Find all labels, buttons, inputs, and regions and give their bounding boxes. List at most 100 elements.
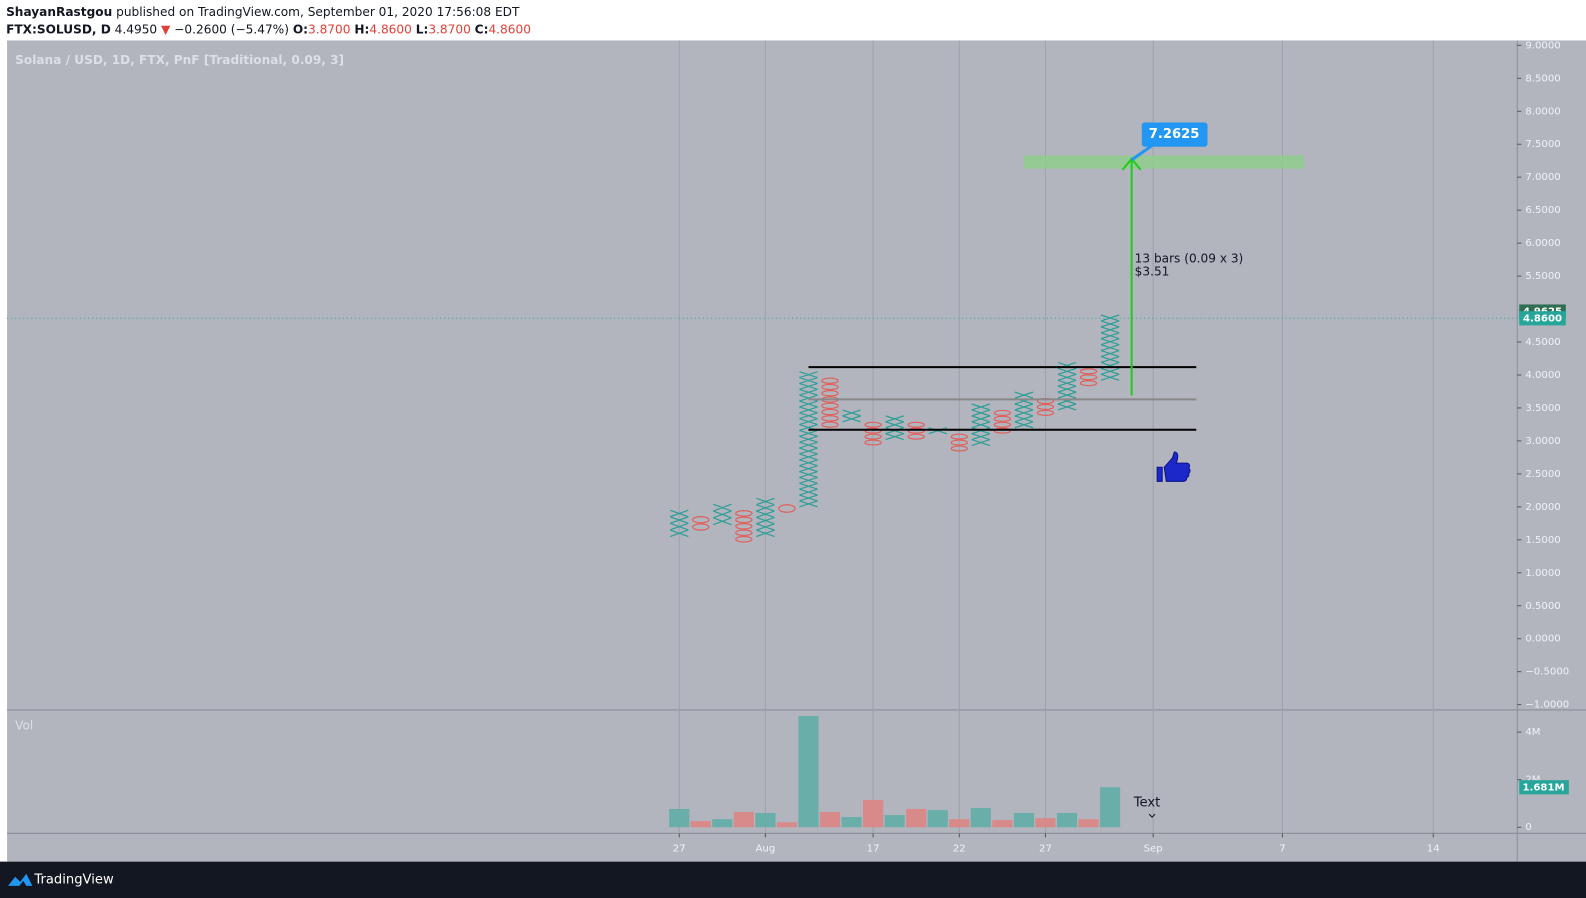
y-tick-label: 7.0000 [1525,172,1560,183]
x-column [669,509,689,538]
o-column [1079,368,1098,387]
ohlc-value: 4.8600 [488,22,531,37]
header: ShayanRastgou published on TradingView.c… [6,4,531,38]
symbol: FTX:SOLUSD, D [6,22,111,37]
measure-label: $3.51 [1135,265,1170,279]
volume-bar [1056,812,1078,828]
y-tick-label: 4M [1525,727,1540,738]
o-column [993,409,1012,434]
price-label: 4.8600 [1523,313,1562,324]
measure-label: 13 bars (0.09 x 3) [1135,251,1244,265]
grid [678,40,1434,834]
y-tick-label: 9.0000 [1525,40,1560,51]
y-tick-label: 0 [1525,822,1531,833]
y-tick-label: 2M [1525,775,1540,786]
volume-bar [906,808,927,828]
author: ShayanRastgou [6,5,113,20]
x-column [1100,314,1120,381]
brand: TradingView [33,872,114,887]
callout-pointer [1130,144,1153,162]
o-column [950,433,968,452]
ohlc-key: C: [474,22,489,37]
volume-bar [776,822,798,828]
y-tick-label: 6.5000 [1525,205,1560,216]
x-tick-label: 14 [1427,843,1440,854]
x-tick-label: Aug [756,843,776,854]
x-column [756,497,775,538]
y-tick-label: 8.5000 [1525,73,1560,84]
x-column [799,371,818,508]
callout-box [1141,122,1208,147]
last-price: 4.4950 [114,22,158,37]
volume-bar [669,808,690,828]
x-tick-label: Sep [1144,843,1163,854]
x-column [842,409,861,423]
y-tick-label: 5.5000 [1525,271,1560,282]
volume-bar [1013,812,1035,828]
volume-bar [819,812,841,828]
ohlc-value: 4.8600 [369,22,412,37]
chart-background [7,40,1586,862]
change-arrow: ▼ [161,22,171,37]
volume-bar [927,810,948,828]
o-column [778,504,796,513]
x-tick-label: 22 [953,843,966,854]
y-tick-label: 8.0000 [1525,106,1560,117]
callout-label: 7.2625 [1149,127,1200,142]
pane-title: Vol [15,719,33,733]
ohlc-value: 3.8700 [308,22,351,37]
ohlc-key: O: [292,22,309,37]
thumbs-up-icon [1156,451,1191,482]
chart-title: Solana / USD, 1D, FTX, PnF [Traditional,… [15,53,344,67]
volume-label-box [1519,780,1569,795]
volume-bar [733,812,754,828]
y-tick-label: 3.0000 [1525,436,1560,447]
o-column [735,510,753,543]
volume-bar [884,815,905,828]
volume-bar [1035,818,1056,828]
change: −0.2600 (−5.47%) [174,22,289,37]
o-column [692,516,710,531]
x-column [1057,361,1077,411]
y-tick-label: 0.0000 [1525,634,1560,645]
ohlc-value: 3.8700 [428,22,471,37]
y-tick-label: 4.5000 [1525,337,1560,348]
y-tick-label: 7.5000 [1525,139,1560,150]
x-tick-label: 17 [867,843,880,854]
footer-bar [0,861,1586,898]
volume-bar [841,817,862,828]
y-tick-label: 2.5000 [1525,469,1560,480]
y-tick-label: 4.0000 [1525,370,1560,381]
ohlc-key: L: [415,22,429,37]
y-tick-label: 1.5000 [1525,535,1560,546]
volume-bar [970,807,991,828]
target-zone [1023,155,1304,169]
volume-bar [1078,819,1099,828]
price-label-box [1519,311,1566,326]
volume-bar [690,821,711,828]
y-tick-label: 6.0000 [1525,238,1560,249]
x-tick-label: 27 [673,843,686,854]
published: published on TradingView.com, September … [116,5,520,20]
volume-bar [992,820,1013,828]
x-tick-label: 7 [1279,843,1285,854]
x-tick-label: 27 [1039,843,1052,854]
ohlc-key: H: [354,22,370,37]
volume-bar [755,812,776,828]
annotation-pointer [1148,813,1156,818]
y-tick-label: −0.5000 [1525,667,1569,678]
x-column [712,503,732,526]
volume-bar [798,715,819,828]
volume-bar [862,799,884,828]
annotation: Text [1133,795,1161,810]
x-column [1014,391,1034,429]
volume-label: 1.681M [1523,782,1565,793]
y-tick-label: 2.0000 [1525,502,1560,513]
y-tick-label: 1.0000 [1525,568,1560,579]
logo [8,873,33,886]
volume-bar [949,819,970,828]
y-tick-label: 0.5000 [1525,601,1560,612]
volume-bar [1099,787,1121,828]
